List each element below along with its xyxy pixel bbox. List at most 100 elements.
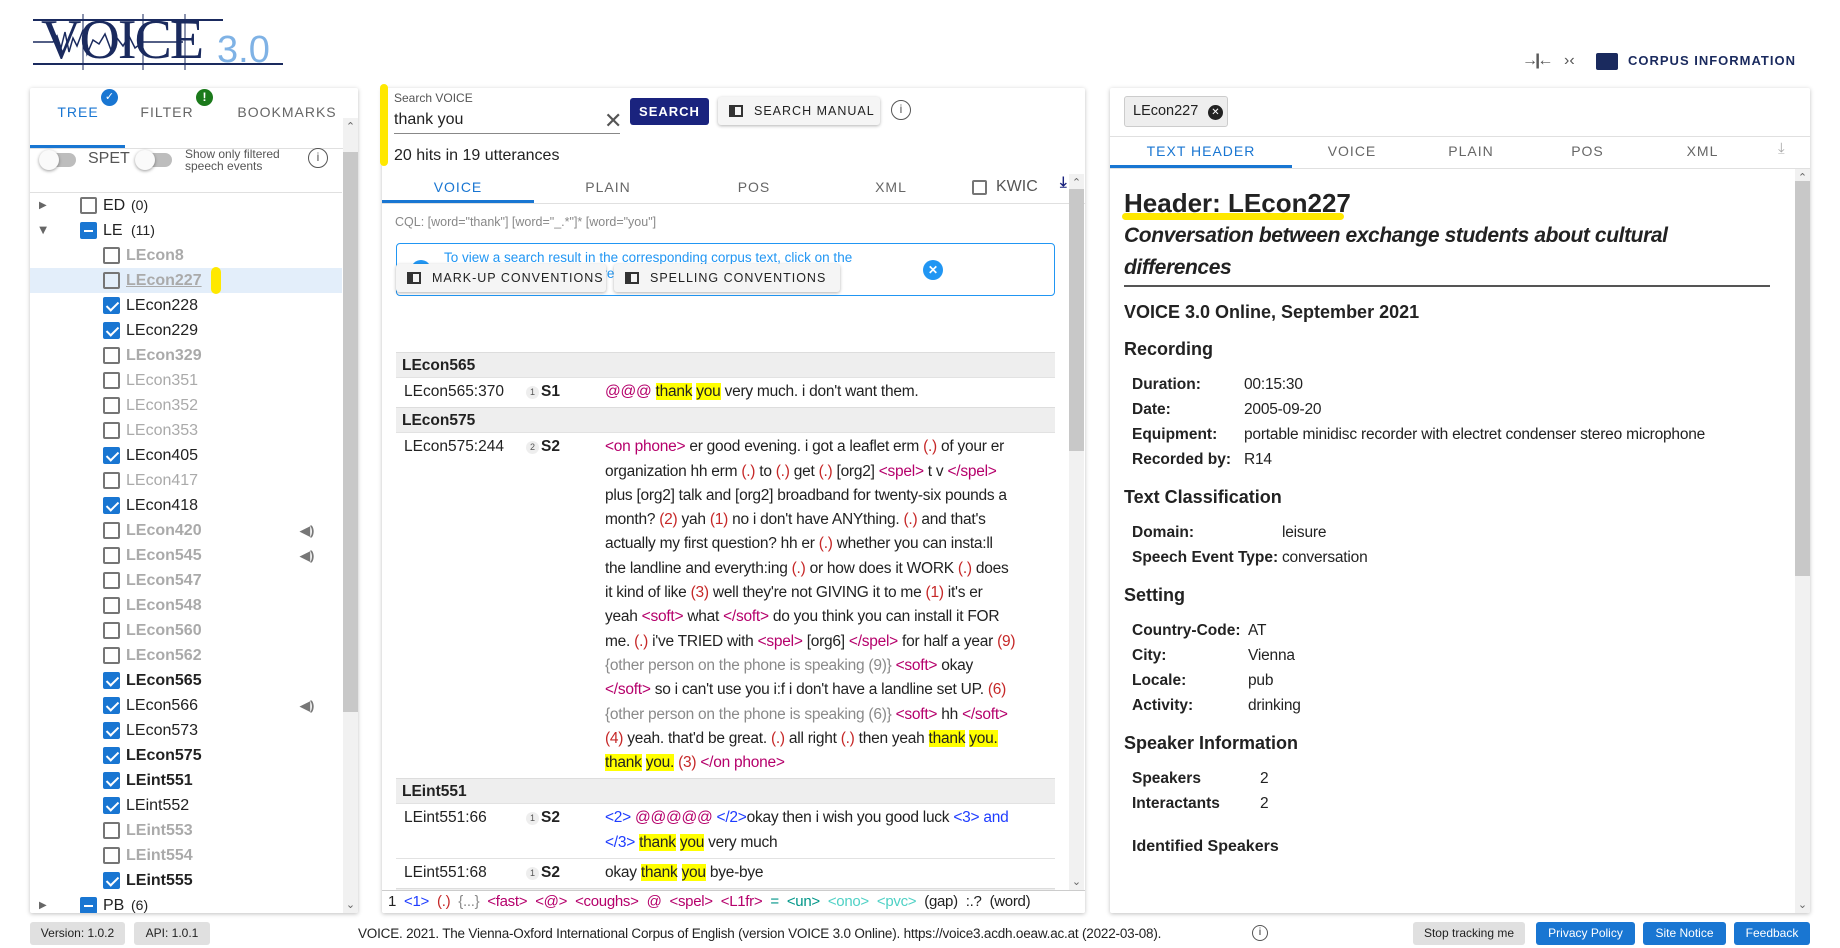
tree-item[interactable]: LEcon418 xyxy=(30,493,342,518)
tree-item[interactable]: LEcon351 xyxy=(30,368,342,393)
compress-horizontal-icon[interactable]: →||← xyxy=(1522,52,1553,69)
tree-item-label[interactable]: ED xyxy=(103,197,126,214)
checkbox[interactable] xyxy=(103,372,120,389)
tab-bookmarks[interactable]: BOOKMARKS xyxy=(237,104,337,120)
tree-item[interactable]: LEcon352 xyxy=(30,393,342,418)
corpus-information-button[interactable]: CORPUS INFORMATION xyxy=(1596,50,1806,74)
tree-item-label[interactable]: LEcon420 xyxy=(126,522,202,539)
checkbox[interactable] xyxy=(103,397,120,414)
privacy-policy-button[interactable]: Privacy Policy xyxy=(1536,922,1635,945)
tree-item-label[interactable]: LEcon352 xyxy=(126,397,199,414)
checkbox[interactable] xyxy=(103,847,120,864)
checkbox[interactable] xyxy=(103,272,120,289)
checkbox[interactable] xyxy=(103,522,120,539)
checkbox[interactable] xyxy=(103,672,120,689)
checkbox[interactable] xyxy=(103,422,120,439)
search-input[interactable] xyxy=(394,106,620,134)
tree-item-label[interactable]: LEcon353 xyxy=(126,422,199,439)
tree-item-label[interactable]: LEcon8 xyxy=(126,247,184,264)
utterance-id-link[interactable]: LEint551:66 xyxy=(404,809,487,827)
tree-item-label[interactable]: LEcon575 xyxy=(126,747,202,764)
checkbox[interactable] xyxy=(103,622,120,639)
tree-item-label[interactable]: LEcon560 xyxy=(126,622,202,639)
tree-item-label[interactable]: PB xyxy=(103,897,125,913)
tree-item-label[interactable]: LEcon228 xyxy=(126,297,199,314)
legend-item[interactable]: :.? xyxy=(965,893,982,910)
legend-item[interactable]: @ xyxy=(646,893,662,910)
download-icon[interactable]: ⤓ xyxy=(1060,174,1067,191)
checkbox[interactable] xyxy=(103,572,120,589)
tree-item-label[interactable]: LEint551 xyxy=(126,772,193,789)
clear-search-icon[interactable]: ✕ xyxy=(604,108,623,133)
tree-item[interactable]: LEcon417 xyxy=(30,468,342,493)
legend-item[interactable]: (gap) xyxy=(924,893,958,910)
tree-item-label[interactable]: LEint552 xyxy=(126,797,190,814)
tab-voice[interactable]: VOICE xyxy=(1327,143,1377,159)
checkbox[interactable] xyxy=(103,872,120,889)
download-icon[interactable]: ⤓ xyxy=(1778,140,1785,157)
legend-item[interactable]: 1 xyxy=(388,893,397,910)
legend-item[interactable]: <1> xyxy=(404,893,430,910)
voice-logo[interactable]: VOICE 3.0 xyxy=(33,10,283,70)
search-button[interactable]: SEARCH xyxy=(630,98,709,125)
tree-item[interactable]: ▶ LE (11) xyxy=(30,218,342,243)
tree-item[interactable]: LEcon353 xyxy=(30,418,342,443)
legend-item[interactable]: <ono> xyxy=(827,893,869,910)
close-chip-icon[interactable]: ✕ xyxy=(1208,105,1223,120)
tree-item[interactable]: LEint551 xyxy=(30,768,342,793)
checkbox[interactable] xyxy=(80,897,97,913)
tree-item[interactable]: LEcon573 xyxy=(30,718,342,743)
utterance-id-link[interactable]: LEcon575:244 xyxy=(404,438,504,456)
tree-item[interactable]: LEint555 xyxy=(30,868,342,893)
legend-item[interactable]: <pvc> xyxy=(876,893,917,910)
tree-item[interactable]: LEcon575 xyxy=(30,743,342,768)
collapse-icon[interactable]: ›‹ xyxy=(1564,52,1575,69)
checkbox[interactable] xyxy=(80,222,97,239)
tree-item[interactable]: LEcon547 xyxy=(30,568,342,593)
header-scrollbar[interactable]: ⌃ ⌄ xyxy=(1795,169,1810,913)
kwic-checkbox[interactable] xyxy=(972,180,987,195)
tab-xml[interactable]: XML xyxy=(875,179,907,195)
checkbox[interactable] xyxy=(103,597,120,614)
checkbox[interactable] xyxy=(103,347,120,364)
checkbox[interactable] xyxy=(103,647,120,664)
tab-xml[interactable]: XML xyxy=(1686,143,1719,159)
legend-item[interactable]: <spel> xyxy=(669,893,714,910)
tree-scrollbar[interactable]: ⌃ ⌄ xyxy=(343,118,358,913)
tree-item-label[interactable]: LEint553 xyxy=(126,822,193,839)
checkbox[interactable] xyxy=(103,297,120,314)
info-icon[interactable]: i xyxy=(891,100,911,120)
tree-item-label[interactable]: LE xyxy=(103,222,123,239)
tab-voice[interactable]: VOICE xyxy=(433,179,483,195)
tree-item-label[interactable]: LEint555 xyxy=(126,872,193,889)
legend-item[interactable]: (word) xyxy=(989,893,1031,910)
legend-item[interactable]: <coughs> xyxy=(575,893,639,910)
checkbox[interactable] xyxy=(103,697,120,714)
expand-arrow-icon[interactable]: ▶ xyxy=(37,226,49,235)
expand-arrow-icon[interactable]: ▶ xyxy=(39,200,47,211)
tab-tree[interactable]: TREE xyxy=(57,104,99,120)
legend-item[interactable]: <un> xyxy=(786,893,820,910)
checkbox[interactable] xyxy=(103,822,120,839)
tree-item[interactable]: LEcon329 xyxy=(30,343,342,368)
checkbox[interactable] xyxy=(103,547,120,564)
tree-item[interactable]: LEint552 xyxy=(30,793,342,818)
tree-item-label[interactable]: LEcon227 xyxy=(126,272,202,289)
tree-item-label[interactable]: LEcon562 xyxy=(126,647,202,664)
results-scrollbar[interactable]: ⌃ ⌄ xyxy=(1069,174,1084,890)
tree-item-label[interactable]: LEcon573 xyxy=(126,722,199,739)
tree-item[interactable]: LEint553 xyxy=(30,818,342,843)
spelling-conventions-button[interactable]: SPELLING CONVENTIONS xyxy=(614,264,840,292)
stop-tracking-button[interactable]: Stop tracking me xyxy=(1413,922,1525,945)
utterance-id-link[interactable]: LEcon565:370 xyxy=(404,383,504,400)
tree-item-label[interactable]: LEcon329 xyxy=(126,347,202,364)
tree-item[interactable]: LEcon227 xyxy=(30,268,342,293)
tree-item-label[interactable]: LEcon405 xyxy=(126,447,199,464)
tree-item[interactable]: LEcon566 ◀) xyxy=(30,693,342,718)
tree-item[interactable]: LEcon8 xyxy=(30,243,342,268)
legend-item[interactable]: <@> xyxy=(535,893,568,910)
checkbox[interactable] xyxy=(103,722,120,739)
tree-item-label[interactable]: LEcon351 xyxy=(126,372,199,389)
tree-item-label[interactable]: LEcon229 xyxy=(126,322,199,339)
tree-item[interactable]: ▶ ED (0) xyxy=(30,193,342,218)
